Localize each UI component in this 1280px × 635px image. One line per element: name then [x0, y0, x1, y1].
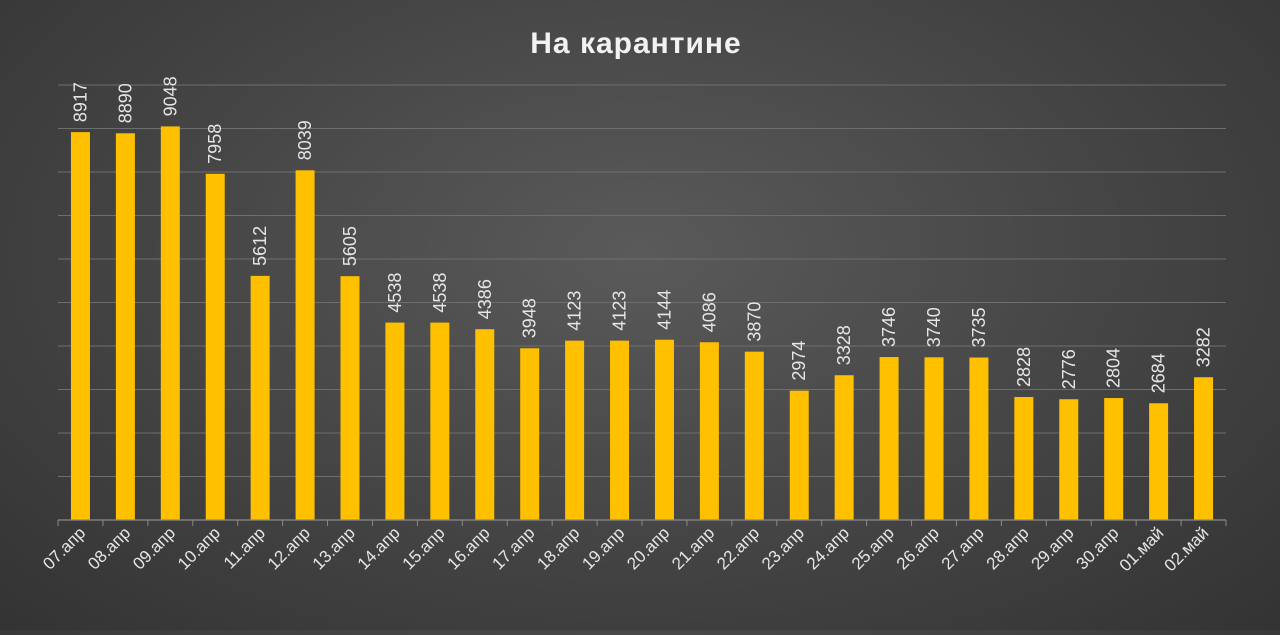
x-tick-label: 12.апр [264, 523, 314, 573]
data-label: 8039 [295, 120, 315, 160]
x-tick-label: 27.апр [938, 523, 988, 573]
bar [610, 340, 630, 520]
bar [699, 342, 719, 520]
x-tick-label: 17.апр [488, 523, 538, 573]
x-tick-label: 30.апр [1072, 523, 1122, 573]
bar [654, 339, 674, 520]
bar [340, 276, 360, 520]
x-axis [57, 519, 1227, 526]
data-labels: 8917 8890 9048 7958 5612 8039 5605 4538 4538 4386… [70, 76, 1213, 393]
data-label: 9048 [160, 76, 180, 116]
bar [115, 133, 135, 520]
x-tick-label: 13.апр [309, 523, 359, 573]
x-tick-label: 25.апр [848, 523, 898, 573]
x-tick-label: 08.апр [84, 523, 134, 573]
data-label: 3740 [924, 307, 944, 347]
gridlines [58, 84, 1226, 477]
x-tick-label: 09.апр [129, 523, 179, 573]
bar [430, 322, 450, 520]
data-label: 3870 [744, 302, 764, 342]
bar [160, 126, 180, 521]
chart-title: На карантине [530, 27, 741, 60]
x-tick-label: 21.апр [668, 523, 718, 573]
x-tick-label: 24.апр [803, 523, 853, 573]
data-label: 8890 [115, 83, 135, 123]
x-tick-labels: 07.апр08.апр09.апр10.апр11.апр12.апр13.а… [39, 523, 1212, 575]
data-label: 7958 [205, 124, 225, 164]
x-tick-label: 26.апр [893, 523, 943, 573]
data-label: 4144 [654, 290, 674, 330]
data-label: 3746 [879, 307, 899, 347]
bar [565, 340, 585, 520]
bar [789, 390, 809, 520]
x-tick-label: 15.апр [399, 523, 449, 573]
x-tick-label: 19.апр [578, 523, 628, 573]
bar [520, 348, 540, 520]
bar [1194, 377, 1214, 520]
x-tick-label: 16.апр [444, 523, 494, 573]
x-tick-label: 22.апр [713, 523, 763, 573]
bar [385, 322, 405, 520]
x-tick-label: 02.май [1161, 523, 1213, 575]
bar [834, 375, 854, 520]
bar [1149, 403, 1169, 520]
data-label: 3328 [834, 325, 854, 365]
data-label: 4538 [430, 273, 450, 313]
bars [70, 126, 1214, 521]
data-label: 3282 [1194, 327, 1214, 367]
x-tick-label: 10.апр [174, 523, 224, 573]
bar [969, 357, 989, 520]
data-label: 4086 [699, 292, 719, 332]
x-tick-label: 29.апр [1028, 523, 1078, 573]
data-label: 2684 [1149, 353, 1169, 393]
x-tick-label: 11.апр [220, 523, 269, 572]
bar [744, 351, 764, 520]
bar [70, 132, 90, 520]
data-label: 5605 [340, 226, 360, 266]
x-tick-label: 14.апр [354, 523, 404, 573]
x-tick-label: 01.май [1116, 523, 1168, 575]
bar [1104, 398, 1124, 520]
bar [1014, 396, 1034, 520]
x-tick-label: 07.апр [39, 523, 89, 573]
data-label: 4386 [475, 279, 495, 319]
x-tick-label: 28.апр [983, 523, 1033, 573]
data-label: 3735 [969, 307, 989, 347]
data-label: 2804 [1104, 348, 1124, 388]
data-label: 8917 [70, 82, 90, 122]
bar [250, 275, 270, 520]
x-tick-label: 23.апр [758, 523, 808, 573]
bar [1059, 399, 1079, 520]
data-label: 4123 [565, 291, 585, 331]
data-label: 4538 [385, 273, 405, 313]
bar [475, 329, 495, 520]
data-label: 2974 [789, 341, 809, 381]
data-label: 5612 [250, 226, 270, 266]
data-label: 2828 [1014, 347, 1034, 387]
data-label: 4123 [610, 291, 630, 331]
bar [924, 357, 944, 520]
bar [879, 357, 899, 520]
data-label: 3948 [520, 298, 540, 338]
bar [205, 173, 225, 520]
x-tick-label: 18.апр [533, 523, 583, 573]
bar [295, 170, 315, 520]
data-label: 2776 [1059, 349, 1079, 389]
x-tick-label: 20.апр [623, 523, 673, 573]
